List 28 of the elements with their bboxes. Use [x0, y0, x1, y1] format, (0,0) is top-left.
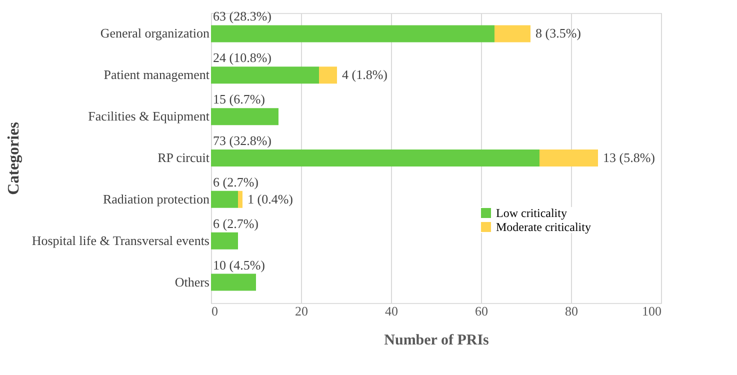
y-tick-label: Patient management — [104, 67, 210, 82]
data-label: 6 (2.7%) — [213, 174, 258, 190]
legend-label: Low criticality — [496, 206, 567, 220]
y-axis-title: Categories — [6, 122, 23, 195]
data-label: 13 (5.8%) — [603, 150, 655, 165]
y-tick-label: Hospital life & Transversal events — [32, 232, 210, 248]
data-label: 10 (4.5%) — [213, 257, 265, 272]
data-label: 24 (10.8%) — [213, 50, 272, 66]
legend-label: Moderate criticality — [496, 220, 591, 234]
x-tick-label: 100 — [642, 304, 662, 318]
y-tick-label: Radiation protection — [102, 191, 210, 206]
y-tick-label: General organization — [100, 26, 210, 41]
data-label: 15 (6.7%) — [213, 92, 265, 107]
x-tick-label: 80 — [565, 304, 578, 318]
x-tick-label: 20 — [295, 304, 308, 318]
data-label: 1 (0.4%) — [248, 191, 293, 206]
x-axis-title: Number of PRIs — [384, 332, 490, 348]
y-tick-label: RP circuit — [158, 150, 210, 165]
data-label: 8 (3.5%) — [536, 26, 581, 41]
data-label: 63 (28.3%) — [213, 8, 272, 24]
y-tick-label: Facilities & Equipment — [88, 108, 210, 124]
y-tick-label: Others — [174, 274, 210, 290]
data-label: 73 (32.8%) — [213, 133, 272, 148]
x-tick-label: 60 — [475, 304, 488, 318]
data-label: 6 (2.7%) — [213, 216, 258, 231]
x-tick-label: 40 — [385, 304, 398, 318]
data-label: 4 (1.8%) — [342, 67, 388, 82]
x-tick-label: 0 — [212, 304, 218, 318]
